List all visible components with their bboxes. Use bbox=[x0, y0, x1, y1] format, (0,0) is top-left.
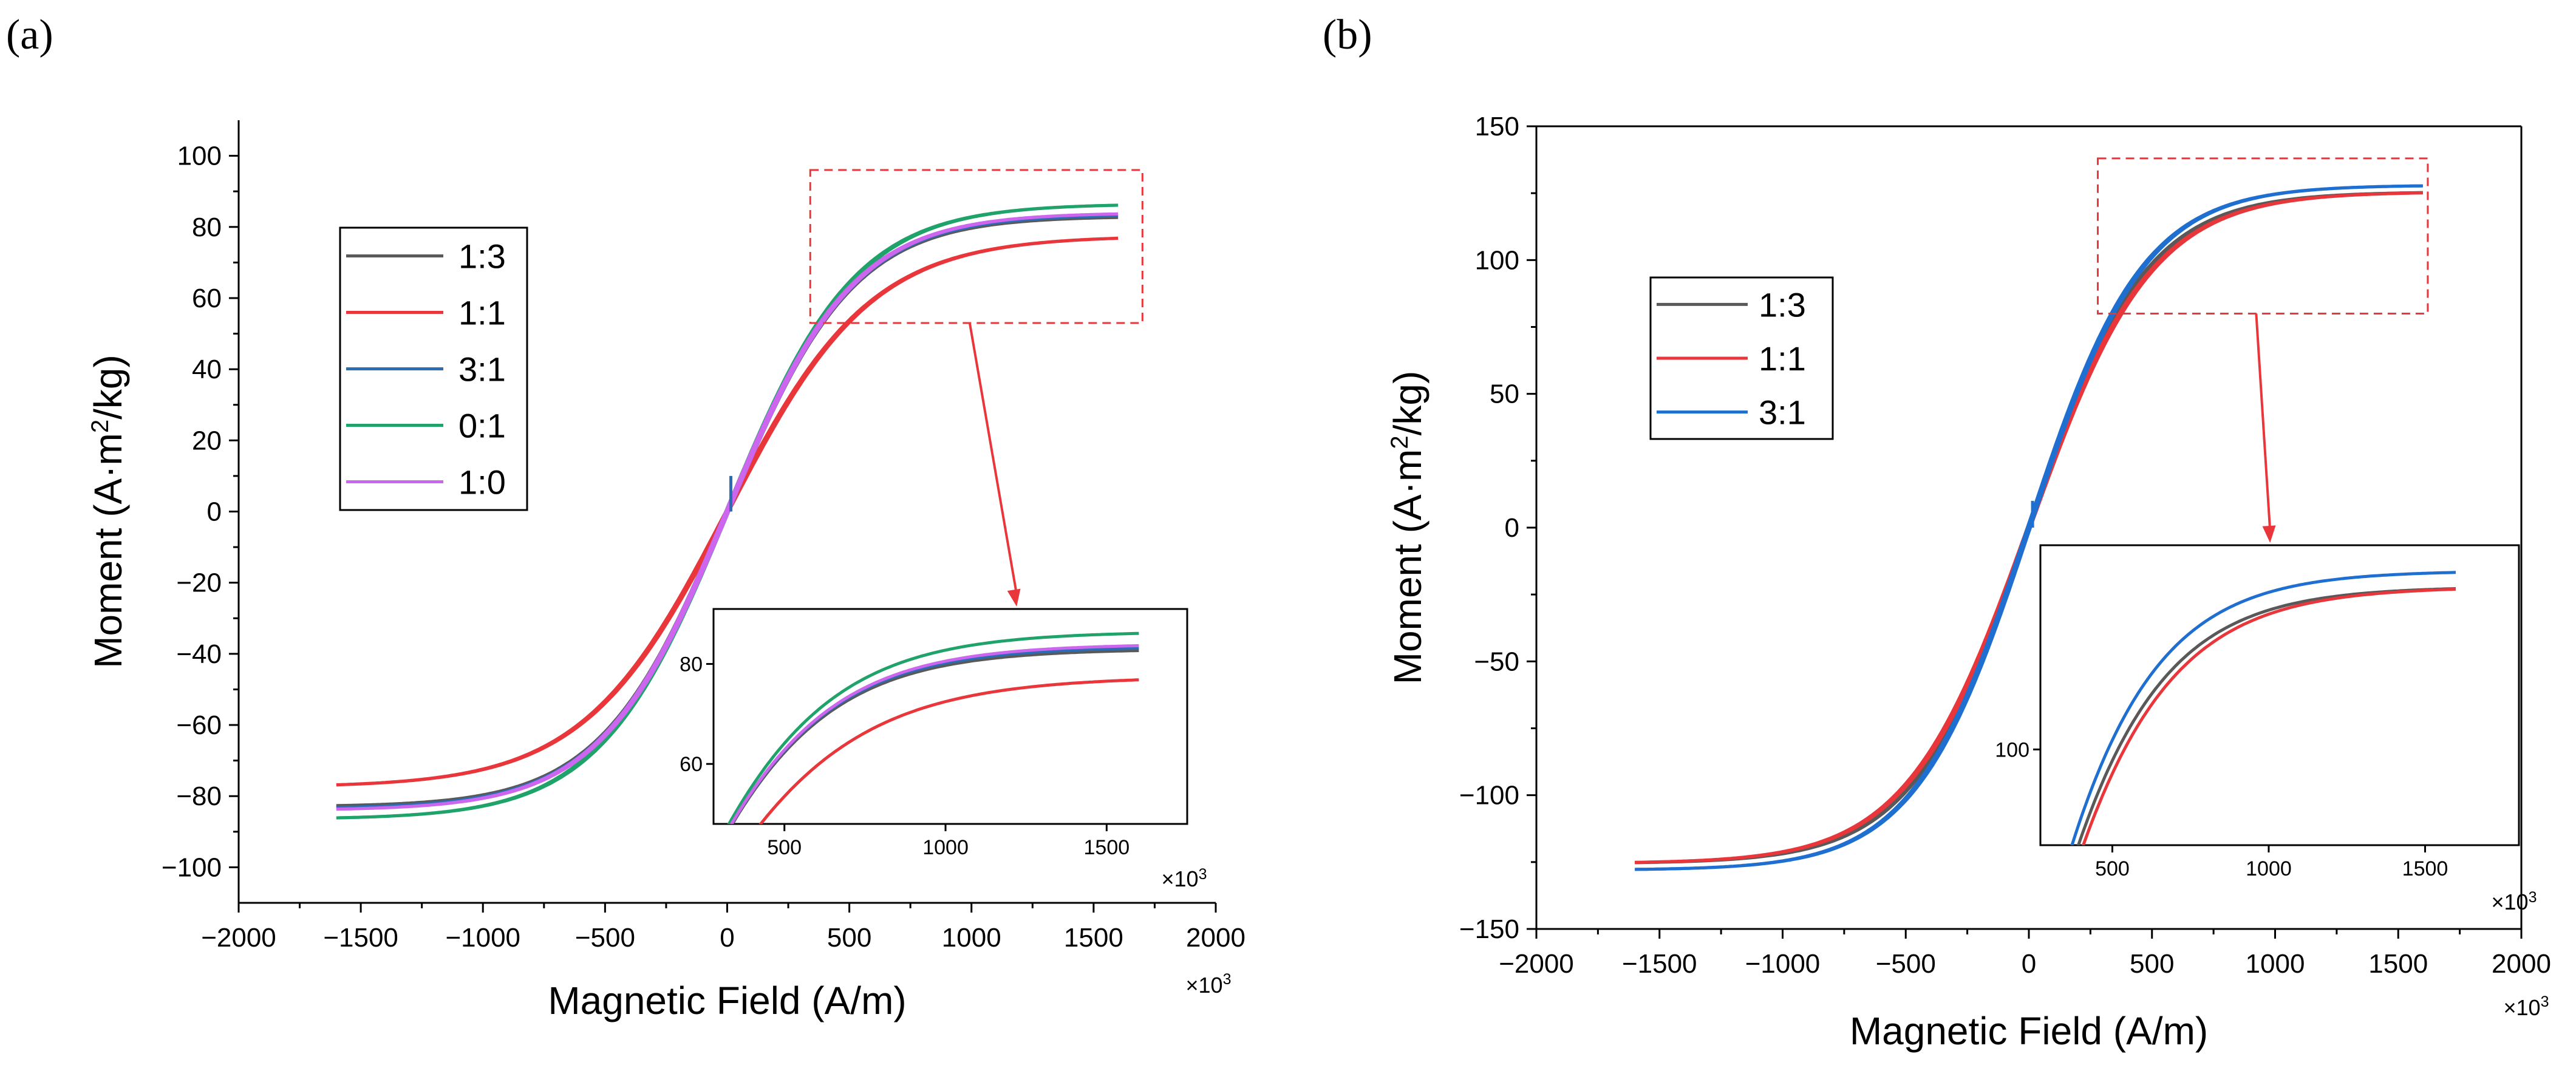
series-curve-return-3-1 bbox=[1635, 184, 2423, 871]
inset-x-multiplier-base: ×10 bbox=[2492, 889, 2529, 914]
y-tick-label: 50 bbox=[1490, 379, 1519, 409]
inset-x-multiplier-base: ×10 bbox=[1162, 866, 1199, 891]
inset-frame bbox=[712, 608, 1188, 825]
inset-curve-1-1 bbox=[758, 678, 1139, 824]
legend-label: 1:0 bbox=[458, 463, 506, 502]
x-multiplier-exp: 3 bbox=[1223, 971, 1232, 988]
x-tick-label: 0 bbox=[2022, 949, 2036, 979]
x-tick-label: 2000 bbox=[1186, 923, 1245, 953]
legend-label: 0:1 bbox=[458, 407, 506, 445]
x-tick-label: −1500 bbox=[1622, 949, 1697, 979]
inset-y-tick-label: 100 bbox=[1995, 738, 2029, 761]
x-axis-title: Magnetic Field (A/m) bbox=[548, 979, 906, 1022]
inset-x-multiplier-exp: 3 bbox=[1199, 866, 1207, 883]
x-tick-label: 500 bbox=[2130, 949, 2174, 979]
y-tick-label: −20 bbox=[176, 568, 222, 598]
legend-label: 1:1 bbox=[1759, 339, 1806, 378]
panel-a-label: (a) bbox=[6, 12, 53, 58]
x-multiplier-exp: 3 bbox=[2541, 993, 2549, 1010]
inset-x-tick-label: 1500 bbox=[1084, 836, 1130, 859]
inset-x-tick-label: 500 bbox=[767, 836, 802, 859]
series-curve-return-1-0 bbox=[336, 212, 1119, 811]
inset-y-tick-label: 60 bbox=[680, 753, 703, 776]
legend-label: 1:3 bbox=[458, 237, 506, 276]
x-multiplier-base: ×10 bbox=[1186, 973, 1223, 998]
y-axis-title: Moment (A·m2/kg) bbox=[86, 355, 130, 668]
legend-label: 3:1 bbox=[1759, 393, 1806, 432]
x-axis-title: Magnetic Field (A/m) bbox=[1850, 1009, 2208, 1053]
y-tick-label: 100 bbox=[177, 141, 222, 171]
x-tick-label: −2000 bbox=[201, 923, 276, 953]
inset-x-tick-label: 1000 bbox=[922, 836, 969, 859]
y-tick-label: 80 bbox=[192, 213, 222, 242]
y-tick-label: −40 bbox=[176, 639, 222, 669]
zoom-box bbox=[2097, 157, 2429, 315]
x-multiplier: ×103 bbox=[1186, 971, 1232, 998]
y-tick-label: 150 bbox=[1475, 112, 1519, 141]
y-tick-label: 40 bbox=[192, 355, 222, 384]
y-axis-title-tail: /kg) bbox=[1386, 371, 1429, 436]
panel-a: (a) −2000 −1500 −1000 −500 0 500 1000 1500 2000−… bbox=[6, 12, 1245, 1022]
inset-curve-0-1 bbox=[727, 631, 1139, 824]
inset-x-tick-label: 1000 bbox=[2246, 857, 2292, 880]
plot-b: −2000 −1500 −1000 −500 0 500 1000 1500 2000−150−… bbox=[1386, 112, 2551, 1053]
y-tick-label: 100 bbox=[1475, 245, 1519, 275]
inset-y-tick-label: 80 bbox=[680, 653, 703, 676]
y-tick-label: −50 bbox=[1474, 647, 1519, 676]
y-axis-title-sup: 2 bbox=[1386, 435, 1413, 449]
y-tick-label: 60 bbox=[192, 284, 222, 313]
y-axis-title-tail: /kg) bbox=[86, 355, 130, 420]
y-tick-label: −60 bbox=[176, 710, 222, 740]
inset-x-tick-label: 1500 bbox=[2402, 857, 2448, 880]
x-tick-label: −2000 bbox=[1499, 949, 1574, 979]
inset-x-multiplier-exp: 3 bbox=[2529, 889, 2537, 906]
x-tick-label: 500 bbox=[827, 923, 871, 953]
x-tick-label: 1000 bbox=[942, 923, 1001, 953]
x-tick-label: 0 bbox=[720, 923, 734, 953]
y-tick-label: −150 bbox=[1459, 914, 1519, 944]
legend-label: 3:1 bbox=[458, 350, 506, 389]
inset-x-tick-label: 500 bbox=[2095, 857, 2130, 880]
y-tick-label: −80 bbox=[176, 781, 222, 811]
y-tick-label: 0 bbox=[1505, 513, 1519, 543]
x-multiplier: ×103 bbox=[2504, 993, 2549, 1020]
x-tick-label: −1500 bbox=[323, 923, 398, 953]
panel-b: (b) −2000 −1500 −1000 −500 0 500 1000 1500 2000−… bbox=[1323, 12, 2551, 1053]
inset-curves bbox=[2070, 571, 2456, 845]
inset-frame bbox=[2039, 544, 2520, 846]
x-tick-label: −500 bbox=[1876, 949, 1936, 979]
x-tick-label: 1500 bbox=[2368, 949, 2428, 979]
x-tick-label: −1000 bbox=[445, 923, 520, 953]
y-tick-label: −100 bbox=[162, 852, 222, 882]
x-tick-label: 2000 bbox=[2492, 949, 2551, 979]
x-tick-label: 1000 bbox=[2246, 949, 2305, 979]
inset-x-multiplier: ×103 bbox=[1162, 866, 1207, 891]
y-axis-title-main: Moment (A·m bbox=[1386, 449, 1429, 685]
x-multiplier-base: ×10 bbox=[2504, 995, 2541, 1020]
zoom-arrow-head bbox=[1007, 588, 1021, 607]
inset-curve-1-0 bbox=[729, 644, 1139, 824]
y-axis-title-sup: 2 bbox=[87, 420, 114, 433]
inset-curve-1-1 bbox=[2081, 587, 2456, 845]
y-tick-label: 20 bbox=[192, 426, 222, 455]
zoom-arrow-head bbox=[2262, 525, 2276, 543]
zoom-arrow-line bbox=[968, 322, 1018, 595]
x-tick-label: 1500 bbox=[1064, 923, 1123, 953]
zoom-box bbox=[809, 169, 1143, 324]
zoom-arrow-line bbox=[2255, 313, 2272, 531]
inset-curves bbox=[727, 631, 1139, 824]
x-tick-label: −1000 bbox=[1745, 949, 1821, 979]
y-axis-title-main: Moment (A·m bbox=[86, 433, 130, 668]
legend-label: 1:1 bbox=[458, 294, 506, 332]
inset-curve-3-1 bbox=[2070, 571, 2456, 845]
y-tick-label: −100 bbox=[1459, 781, 1519, 811]
y-tick-label: 0 bbox=[207, 497, 222, 527]
plot-a: −2000 −1500 −1000 −500 0 500 1000 1500 2000−100−… bbox=[86, 120, 1245, 1022]
legend-label: 1:3 bbox=[1759, 285, 1806, 324]
inset-x-multiplier: ×103 bbox=[2492, 889, 2537, 914]
x-tick-label: −500 bbox=[575, 923, 635, 953]
panel-b-label: (b) bbox=[1323, 12, 1372, 58]
y-axis-title: Moment (A·m2/kg) bbox=[1386, 371, 1429, 685]
